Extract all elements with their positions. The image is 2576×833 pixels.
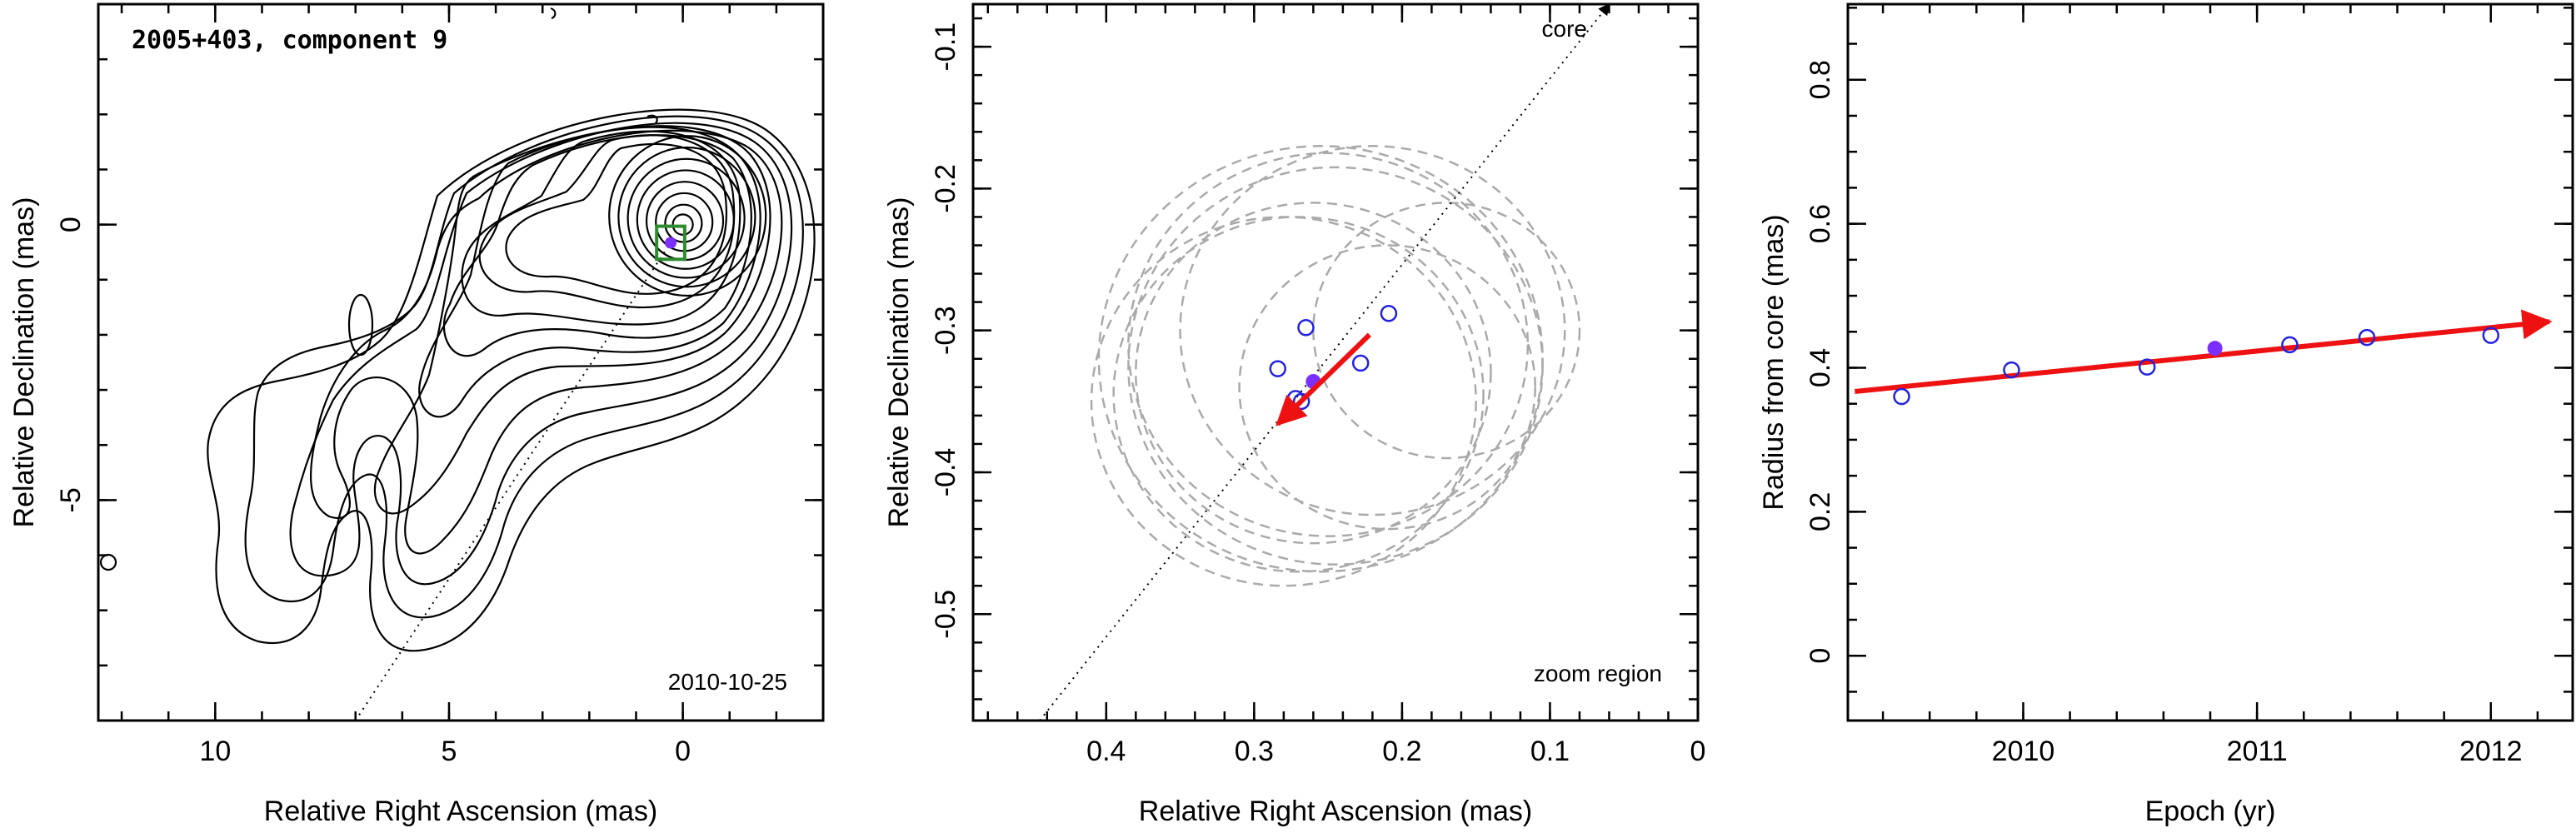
y-tick-label: 0.2 (1805, 492, 1836, 531)
jet-contour (289, 122, 793, 586)
core-direction-line (1039, 4, 1610, 721)
isolated-contour (550, 7, 557, 20)
zoom-panel-frame (971, 2, 1700, 722)
jet-contour (461, 130, 741, 326)
jet-contour (478, 134, 736, 309)
jet-contour (505, 142, 727, 295)
x-tick-label: 0 (1690, 736, 1706, 767)
y-axis-label: Relative Declination (mas) (8, 197, 40, 528)
position-uncertainty-circle (1179, 145, 1566, 516)
radius-data-point (2281, 336, 2299, 354)
epoch-position-point (1297, 319, 1315, 337)
x-tick-label: 10 (199, 736, 231, 767)
position-uncertainty-circle (1097, 145, 1544, 573)
contour-plot-area (99, 7, 816, 721)
epoch-position-point (1351, 354, 1370, 372)
radius-plot-area (1855, 309, 2553, 406)
y-tick-label: -5 (55, 487, 87, 512)
y-tick-label: 0.4 (1805, 348, 1836, 387)
jet-ridge-line (354, 237, 675, 721)
y-axis-label: Relative Declination (mas) (883, 197, 915, 528)
y-tick-label: -0.2 (930, 164, 961, 213)
radius-data-point (2482, 327, 2500, 344)
zoom-plot-area (1039, 4, 1610, 721)
isolated-contour (646, 114, 658, 124)
y-tick-label: 0.6 (1805, 204, 1836, 243)
motion-vector-arrow (1276, 332, 1371, 426)
contour-map-frame (97, 2, 825, 722)
radius-data-point (2003, 361, 2020, 379)
x-tick-label: 2011 (2227, 736, 2288, 767)
core-contour (617, 146, 756, 288)
component-box (655, 224, 686, 262)
jet-contour (442, 134, 752, 357)
x-tick-label: 0.1 (1530, 736, 1570, 767)
x-tick-label: 0.4 (1086, 736, 1126, 767)
x-axis-label: Epoch (yr) (2145, 796, 2276, 827)
current-epoch-point (2207, 341, 2223, 357)
jet-contour (418, 126, 761, 418)
isolated-contour (347, 293, 374, 357)
radius-data-point (1893, 387, 1910, 406)
contour-map-panel: 10 5 0 0 -5 2005+403, component 9 2010-10-25… (8, 2, 825, 827)
core-direction-label: core (1542, 16, 1587, 42)
y-tick-label: -0.4 (930, 448, 961, 497)
component-marker (665, 237, 677, 249)
x-axis-label: Relative Right Ascension (mas) (1139, 796, 1532, 827)
radius-epoch-panel: 2010 2011 2012 0 0.2 0.4 0.6 0.8 Epoch (yr) Rad… (1758, 2, 2574, 827)
jet-contour (310, 129, 783, 555)
y-tick-label: 0.8 (1805, 60, 1836, 99)
radius-data-point (2358, 328, 2376, 347)
zoom-region-label: zoom region (1534, 661, 1662, 686)
radius-panel-ticks: 2010 2011 2012 0 0.2 0.4 0.6 0.8 (1805, 4, 2573, 767)
epoch-position-point (1269, 360, 1287, 377)
y-tick-label: 0 (55, 217, 87, 232)
y-tick-label: -0.1 (930, 22, 961, 72)
y-tick-label: 0 (1805, 648, 1836, 664)
jet-contour (244, 115, 804, 619)
y-tick-label: -0.3 (930, 306, 961, 355)
x-axis-label: Relative Right Ascension (mas) (264, 796, 657, 827)
x-tick-label: 2012 (2459, 736, 2523, 767)
zoom-panel-ticks: 0.4 0.3 0.2 0.1 0 -0.1 -0.2 -0.3 -0.4 -0.5 (930, 4, 1705, 767)
x-tick-label: 0.2 (1382, 736, 1421, 767)
x-tick-label: 2010 (1992, 736, 2055, 767)
position-uncertainty-circle (1135, 202, 1492, 545)
linear-fit-arrow (1855, 309, 2553, 394)
position-uncertainty-circle (1127, 152, 1530, 537)
epoch-position-point (1380, 304, 1398, 322)
radius-data-point (2138, 358, 2156, 376)
panel-title: 2005+403, component 9 (132, 26, 447, 55)
position-uncertainty-circle (1090, 216, 1477, 587)
radius-panel-frame (1846, 2, 2574, 722)
x-tick-label: 0 (675, 736, 691, 767)
isolated-contour (99, 553, 117, 571)
core-contour (627, 157, 746, 279)
position-uncertainty-circle (1127, 166, 1544, 566)
jet-contour (207, 108, 816, 652)
epoch-date-label: 2010-10-25 (668, 669, 787, 695)
y-tick-label: -0.5 (930, 590, 961, 639)
x-tick-label: 0.3 (1235, 736, 1274, 767)
zoom-panel: 0.4 0.3 0.2 0.1 0 -0.1 -0.2 -0.3 -0.4 -0.5 core z… (883, 2, 1705, 827)
position-uncertainty-circle (1238, 244, 1536, 531)
jet-contour (373, 125, 771, 515)
x-tick-label: 5 (442, 736, 457, 767)
contour-map-ticks: 10 5 0 0 -5 (55, 2, 825, 767)
y-axis-label: Radius from core (mas) (1758, 214, 1790, 510)
